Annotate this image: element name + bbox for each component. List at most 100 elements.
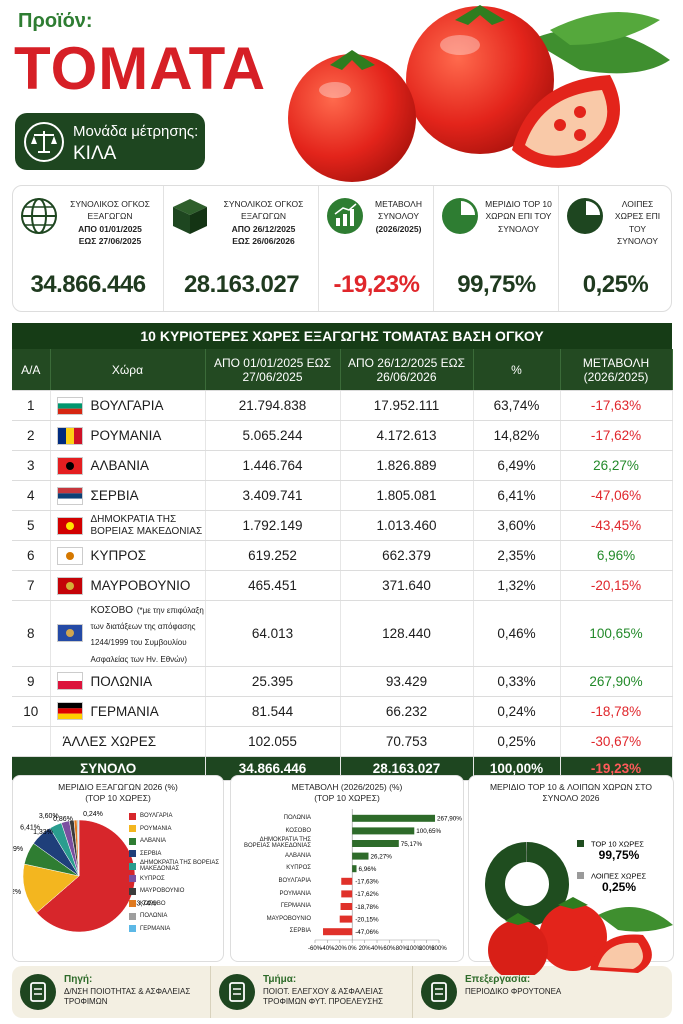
table-row: 7 ΜΑΥΡΟΒΟΥΝΙΟ 465.451 371.640 1,32% -20,15% bbox=[12, 570, 673, 601]
pie-label: 6,49% bbox=[13, 846, 23, 853]
flag-stripe bbox=[57, 427, 66, 444]
bar bbox=[352, 827, 415, 835]
country-note: (*με την επιφύλαξη των διατάξεων της από… bbox=[90, 606, 204, 664]
category-label: ΡΟΥΜΑΝΙΑ bbox=[279, 890, 311, 897]
chart: -60%-40%-20% 0% 20% 40% 60% 80%100%200%300% 26… bbox=[308, 809, 462, 952]
footer-item: Επεξεργασία: ΠΕΡΙΟΔΙΚΟ ΦΡΟΥΤΟΝΕΑ bbox=[412, 966, 671, 1018]
legend-item: ΡΟΥΜΑΝΙΑ bbox=[129, 823, 221, 835]
empty-cell bbox=[12, 726, 51, 757]
column-header: % bbox=[473, 349, 561, 391]
legend-swatch bbox=[129, 850, 136, 857]
bar bbox=[352, 814, 436, 822]
flag bbox=[56, 672, 83, 691]
legend-label: ΣΕΡΒΙΑ bbox=[140, 850, 162, 857]
country: ΑΛΒΑΝΙΑ bbox=[51, 456, 205, 475]
value-cell: 128.440 bbox=[340, 600, 474, 667]
kpi-text: ΜΕΤΑΒΟΛΗ ΣΥΝΟΛΟΥ (2026/2025) bbox=[369, 198, 428, 235]
country-text: ΣΕΡΒΙΑ bbox=[91, 488, 139, 503]
country-name: ΣΕΡΒΙΑ bbox=[90, 488, 139, 503]
icon-pans bbox=[31, 136, 57, 144]
flag bbox=[56, 456, 83, 475]
legend-item: ΚΥΠΡΟΣ bbox=[129, 873, 221, 885]
value-cell: 81.544 bbox=[205, 696, 341, 727]
rank-cell: 9 bbox=[12, 666, 51, 697]
value-cell: 0,25% bbox=[473, 726, 561, 757]
legend-item: ΣΕΡΒΙΑ bbox=[129, 848, 221, 860]
flag-stripe bbox=[57, 673, 82, 682]
flag-emblem bbox=[65, 551, 74, 560]
kpi: ΜΕΡΙΔΙΟ TOP 10 ΧΩΡΩΝ ΕΠΙ ΤΟΥ ΣΥΝΟΛΟΥ 99,7… bbox=[433, 186, 559, 311]
value-cell: 66.232 bbox=[340, 696, 474, 727]
table-row: 9 ΠΟΛΩΝΙΑ 25.395 93.429 0,33% 267,90% bbox=[12, 666, 673, 697]
x-tick-label: 80% bbox=[396, 946, 409, 952]
flag-stripe bbox=[57, 703, 82, 709]
legend-color bbox=[577, 840, 584, 847]
flag-stripe bbox=[73, 427, 82, 444]
bar-label: 6,96% bbox=[359, 866, 377, 873]
legend-label: ΔΗΜΟΚΡΑΤΙΑ ΤΗΣ ΒΟΡΕΙΑΣ ΜΑΚΕΔΟΝΙΑΣ bbox=[140, 860, 220, 872]
bar-label: 75,17% bbox=[401, 841, 423, 848]
value-cell: 17.952.111 bbox=[340, 390, 474, 421]
decoration-shape bbox=[539, 903, 607, 971]
kpi-text: ΜΕΡΙΔΙΟ TOP 10 ΧΩΡΩΝ ΕΠΙ ΤΟΥ ΣΥΝΟΛΟΥ bbox=[484, 198, 553, 235]
column-header: ΑΠΟ 01/01/2025 ΕΩΣ 27/06/2025 bbox=[205, 349, 341, 391]
bar bbox=[340, 903, 353, 910]
country-cell: ΓΕΡΜΑΝΙΑ bbox=[50, 696, 206, 727]
unit-label: Μονάδα μέτρησης: bbox=[73, 123, 199, 140]
footer-item: Τμήμα: ΠΟΙΟΤ. ΕΛΕΓΧΟΥ & ΑΣΦΑΛΕΙΑΣ ΤΡΟΦΙΜΩ… bbox=[210, 966, 416, 1018]
bar-label: 267,90% bbox=[437, 816, 462, 823]
rank-cell: 4 bbox=[12, 480, 51, 511]
country-cell: ΒΟΥΛΓΑΡΙΑ bbox=[50, 390, 206, 421]
country: ΠΟΛΩΝΙΑ bbox=[51, 672, 205, 691]
legend-swatch bbox=[129, 837, 136, 845]
pie-label: 0,24% bbox=[83, 811, 103, 818]
table-row: 6 ΚΥΠΡΟΣ 619.252 662.379 2,35% 6,96% bbox=[12, 540, 673, 571]
chart-subtitle: (TOP 10 ΧΩΡΕΣ) bbox=[314, 793, 380, 804]
country-text: ΑΛΒΑΝΙΑ bbox=[91, 458, 150, 473]
legend-label: ΒΟΥΛΓΑΡΙΑ bbox=[140, 813, 173, 819]
legend-color bbox=[577, 872, 584, 879]
footer-icon bbox=[421, 974, 457, 1010]
table-row: 1 ΒΟΥΛΓΑΡΙΑ 21.794.838 17.952.111 63,74% -17,… bbox=[12, 390, 673, 421]
change-cell: 267,90% bbox=[560, 666, 673, 697]
bar bbox=[339, 915, 353, 923]
chart-panel: 63,74% 14,82% 6,49% 6,41% 3,60% 1,33%0,86% 0,2… bbox=[12, 775, 224, 962]
pie-label: 14,82% bbox=[13, 889, 21, 896]
stem bbox=[455, 5, 505, 25]
legend-label: ΚΟΣΟΒΟ bbox=[140, 900, 166, 907]
product-name: ΤΟΜΑΤΑ bbox=[14, 35, 267, 102]
footer: Πηγή: Δ/ΝΣΗ ΠΟΙΟΤΗΤΑΣ & ΑΣΦΑΛΕΙΑΣ ΤΡΟΦΙΜΩ… bbox=[12, 966, 672, 1018]
footer-icon bbox=[219, 974, 255, 1010]
legend-label: ΓΕΡΜΑΝΙΑ bbox=[140, 925, 171, 932]
country-cell: ΡΟΥΜΑΝΙΑ bbox=[50, 420, 206, 451]
legend-item: ΜΑΥΡΟΒΟΥΝΙΟ bbox=[129, 885, 221, 897]
change-cell: -17,62% bbox=[560, 420, 673, 451]
column-header: Χώρα bbox=[50, 349, 206, 391]
legend-swatch bbox=[129, 912, 136, 920]
category-label: ΚΥΠΡΟΣ bbox=[286, 865, 311, 872]
rank-cell: 10 bbox=[12, 696, 51, 727]
kpi-value: 99,75% bbox=[457, 271, 536, 298]
kpi-title: ΣΥΝΟΛΙΚΟΣ ΟΓΚΟΣ ΕΞΑΓΩΓΩΝ bbox=[223, 199, 304, 222]
kpi-period: ΑΠΟ 01/01/2025 bbox=[78, 223, 142, 234]
tomato bbox=[288, 54, 416, 182]
decoration-shape bbox=[505, 913, 531, 925]
country: ΜΑΥΡΟΒΟΥΝΙΟ bbox=[51, 576, 205, 595]
legend-color bbox=[129, 825, 136, 832]
chart-panel: -60% -40% -20% 0% 20% 40% 60% 80% 100% 200% 300% 26… bbox=[230, 775, 464, 962]
pie-slice bbox=[22, 863, 80, 914]
icon-shape bbox=[173, 207, 190, 234]
table-row: 5 ΔΗΜΟΚΡΑΤΙΑ ΤΗΣ ΒΟΡΕΙΑΣ ΜΑΚΕΔΟΝΙΑΣ 1.792.… bbox=[12, 510, 673, 541]
icon-shape bbox=[190, 207, 207, 234]
flag-emblem bbox=[65, 521, 74, 530]
leaf bbox=[550, 12, 660, 45]
change-cell: 6,96% bbox=[560, 540, 673, 571]
icon-shape bbox=[350, 209, 354, 226]
change-cell: -43,45% bbox=[560, 510, 673, 541]
country-cell: ΚΥΠΡΟΣ bbox=[50, 540, 206, 571]
table-row: 2 ΡΟΥΜΑΝΙΑ 5.065.244 4.172.613 14,82% -17,62% bbox=[12, 420, 673, 451]
chart-title: ΜΕΤΑΒΟΛΗ (2026/2025) (%) bbox=[291, 782, 403, 792]
legend-item: ΚΟΣΟΒΟ bbox=[129, 898, 221, 910]
legend-label: ΜΑΥΡΟΒΟΥΝΙΟ bbox=[140, 888, 185, 894]
